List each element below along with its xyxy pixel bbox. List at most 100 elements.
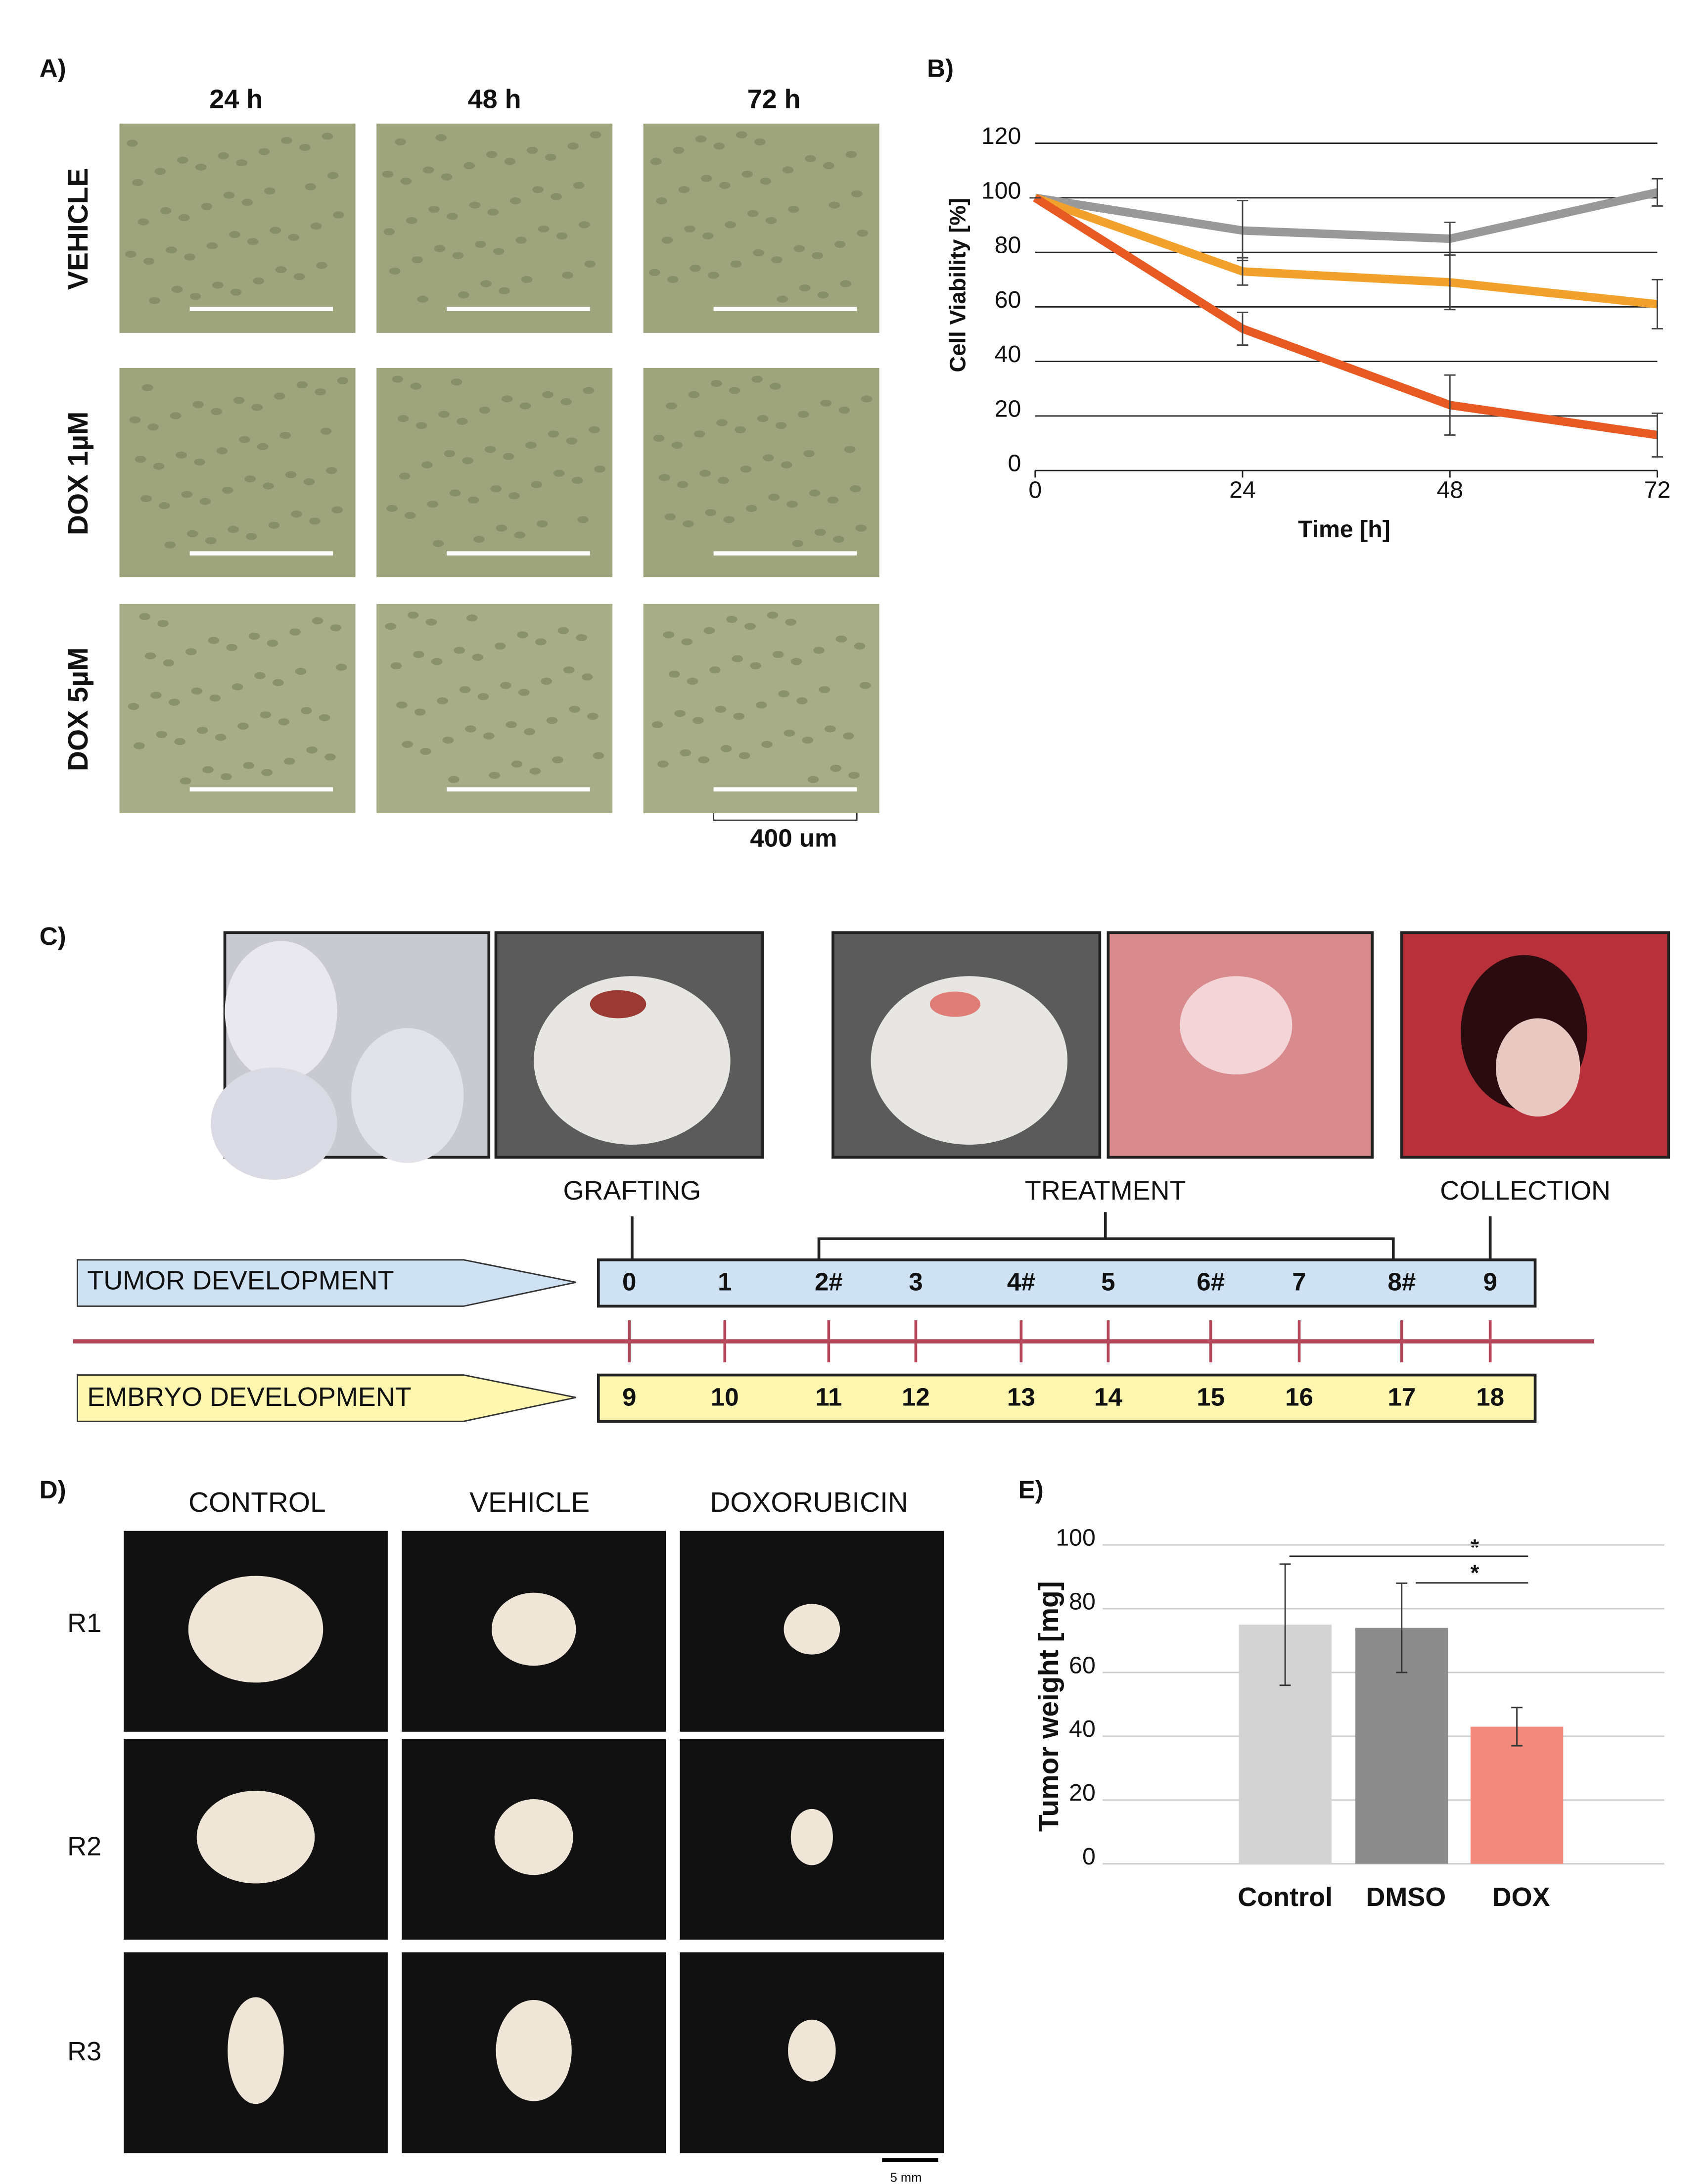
cell	[467, 496, 479, 504]
cell	[462, 457, 474, 465]
cell	[248, 633, 260, 640]
cell	[842, 732, 854, 740]
cell	[857, 230, 868, 237]
cell	[503, 453, 514, 460]
cell	[688, 391, 700, 398]
cell	[656, 197, 667, 205]
tumor	[1496, 1018, 1580, 1117]
cell	[202, 766, 214, 773]
cell	[149, 297, 160, 304]
cell	[473, 536, 485, 543]
cell	[587, 712, 599, 720]
cell	[133, 742, 145, 749]
cell	[590, 131, 601, 139]
cell	[517, 631, 528, 639]
tumor	[784, 1604, 840, 1655]
cell	[465, 725, 476, 733]
cell	[663, 631, 675, 639]
tumor	[196, 1791, 315, 1884]
cell	[812, 252, 824, 259]
cell	[316, 262, 327, 269]
row-label: R2	[67, 1832, 101, 1861]
cell	[166, 246, 177, 254]
cell	[413, 651, 424, 658]
day-label: 1	[718, 1268, 732, 1296]
cell	[849, 485, 861, 493]
error-bar	[1444, 254, 1456, 311]
cell	[524, 728, 535, 736]
cell	[579, 221, 590, 229]
cell	[153, 463, 165, 470]
cell	[309, 517, 321, 525]
cell	[233, 397, 245, 404]
line	[1033, 193, 1658, 309]
x-tick-label: Control	[1238, 1882, 1333, 1912]
cell	[160, 207, 172, 214]
cell	[205, 537, 217, 545]
cell	[449, 489, 461, 497]
cell	[320, 427, 332, 435]
cell	[561, 272, 573, 279]
y-tick-label: 60	[1069, 1652, 1096, 1678]
cell	[194, 459, 205, 466]
cell	[490, 485, 502, 493]
cell	[690, 265, 701, 272]
panel-label: A)	[40, 54, 66, 82]
timeline	[597, 1258, 1537, 1308]
cell	[258, 148, 270, 155]
cell	[472, 653, 483, 661]
cell	[815, 528, 826, 536]
x-axis-label: Time [h]	[1298, 516, 1390, 543]
scale-label: 400 um	[750, 824, 837, 852]
cell	[196, 727, 208, 734]
cell	[444, 450, 456, 458]
cell	[263, 482, 274, 490]
cell	[563, 666, 575, 674]
cell	[463, 162, 475, 170]
cell	[389, 267, 401, 275]
cell	[274, 392, 285, 400]
cell	[278, 718, 290, 726]
cell	[514, 531, 526, 539]
cell	[588, 426, 600, 433]
cell	[181, 491, 193, 498]
cell	[189, 292, 201, 300]
column-label: 72 h	[747, 85, 801, 114]
cell	[848, 772, 860, 779]
cell	[421, 461, 433, 468]
cell	[156, 731, 168, 739]
egg	[211, 1067, 337, 1180]
error-bar	[1652, 279, 1663, 329]
cell	[741, 170, 753, 178]
cell	[807, 776, 819, 783]
y-tick-label: 20	[995, 395, 1021, 422]
cell	[186, 530, 198, 538]
row-label: DOX 5µM	[63, 648, 94, 771]
cell	[128, 703, 139, 710]
cell	[254, 672, 266, 679]
cell	[571, 476, 583, 484]
day-label: 8#	[1387, 1268, 1416, 1296]
cell	[823, 162, 834, 170]
cell	[701, 175, 712, 182]
cell	[671, 441, 683, 449]
cell	[770, 382, 781, 390]
cell	[666, 402, 677, 410]
cell	[195, 163, 207, 171]
day-label: 12	[902, 1383, 930, 1411]
cell	[399, 472, 411, 480]
cell	[851, 190, 863, 197]
cell	[129, 416, 141, 424]
annotation: *	[1471, 1560, 1479, 1585]
cell	[178, 214, 190, 222]
micrograph	[376, 368, 613, 577]
cell	[486, 151, 498, 158]
cell	[529, 767, 541, 775]
bracket	[631, 1212, 1492, 1260]
cell	[147, 423, 159, 431]
cell	[241, 198, 253, 206]
egg	[351, 1028, 464, 1163]
cell	[830, 764, 841, 772]
cell	[813, 647, 825, 654]
cell	[726, 616, 738, 623]
